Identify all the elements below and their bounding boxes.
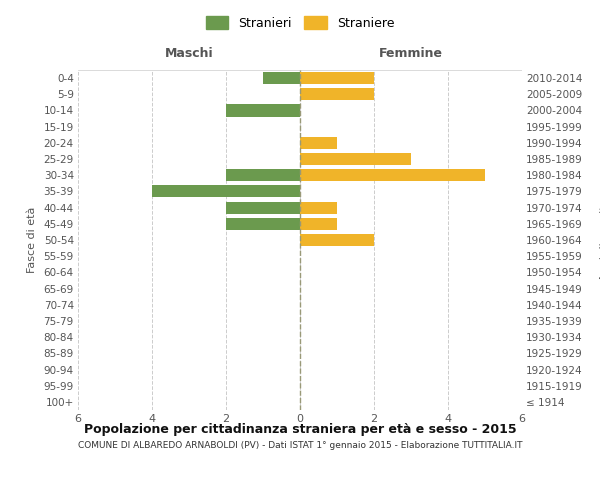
Text: Popolazione per cittadinanza straniera per età e sesso - 2015: Popolazione per cittadinanza straniera p… — [83, 422, 517, 436]
Text: Femmine: Femmine — [379, 47, 443, 60]
Bar — [300, 137, 337, 149]
Bar — [152, 186, 300, 198]
Y-axis label: Fasce di età: Fasce di età — [26, 207, 37, 273]
Legend: Stranieri, Straniere: Stranieri, Straniere — [201, 11, 399, 35]
Bar — [300, 218, 337, 230]
Bar — [300, 88, 374, 101]
Bar — [300, 234, 374, 246]
Bar — [226, 104, 300, 117]
Bar — [300, 202, 337, 213]
Text: COMUNE DI ALBAREDO ARNABOLDI (PV) - Dati ISTAT 1° gennaio 2015 - Elaborazione TU: COMUNE DI ALBAREDO ARNABOLDI (PV) - Dati… — [78, 440, 522, 450]
Bar — [300, 169, 485, 181]
Bar — [226, 169, 300, 181]
Bar — [226, 202, 300, 213]
Text: Maschi: Maschi — [164, 47, 214, 60]
Bar — [300, 153, 411, 165]
Bar — [226, 218, 300, 230]
Bar — [263, 72, 300, 84]
Bar — [300, 72, 374, 84]
